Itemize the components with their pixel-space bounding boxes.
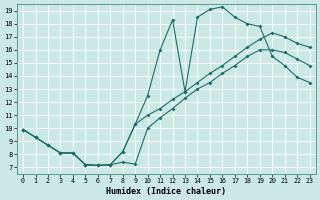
X-axis label: Humidex (Indice chaleur): Humidex (Indice chaleur) [106, 187, 226, 196]
